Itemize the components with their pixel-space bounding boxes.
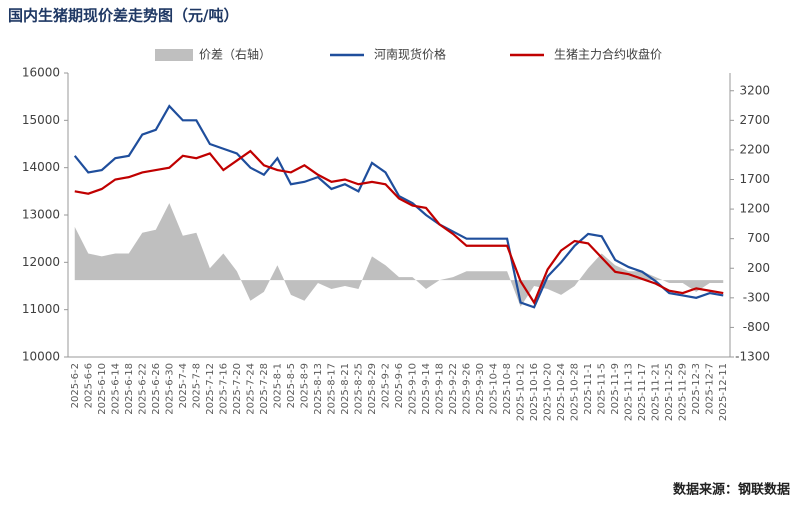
x-tick-label: 2025-10-8 (502, 363, 513, 415)
y2-tick-label: 2700 (739, 113, 770, 127)
x-tick-label: 2025-9-18 (435, 363, 446, 415)
x-tick-label: 2025-12-11 (718, 363, 729, 421)
x-tick-label: 2025-9-26 (462, 363, 473, 415)
x-tick-label: 2025-11-9 (610, 363, 621, 415)
x-tick-label: 2025-6-18 (124, 363, 135, 415)
x-tick-label: 2025-9-10 (408, 363, 419, 415)
source-note: 数据来源：钢联数据 (673, 482, 790, 498)
x-tick-label: 2025-6-30 (164, 363, 175, 415)
x-tick-label: 2025-8-25 (353, 363, 364, 415)
legend-label: 河南现货价格 (374, 47, 446, 62)
x-tick-label: 2025-7-8 (191, 363, 202, 408)
x-tick-label: 2025-7-16 (218, 363, 229, 415)
x-tick-label: 2025-8-1 (272, 363, 283, 408)
x-tick-label: 2025-8-17 (326, 363, 337, 415)
x-tick-label: 2025-9-30 (475, 363, 486, 415)
x-tick-label: 2025-10-16 (529, 363, 540, 421)
x-tick-label: 2025-6-22 (137, 363, 148, 415)
chart-title: 国内生猪期现价差走势图（元/吨） (8, 7, 238, 25)
y-tick-label: 10000 (22, 350, 60, 364)
y-tick-label: 15000 (22, 113, 60, 127)
x-tick-label: 2025-7-24 (245, 363, 256, 415)
y-tick-label: 14000 (22, 160, 60, 174)
x-tick-label: 2025-6-26 (151, 363, 162, 415)
x-tick-label: 2025-6-10 (97, 363, 108, 415)
x-tick-label: 2025-10-24 (556, 363, 567, 421)
x-tick-label: 2025-12-7 (705, 363, 716, 415)
y-tick-label: 13000 (22, 208, 60, 222)
y2-tick-label: -300 (743, 290, 770, 304)
x-tick-label: 2025-11-13 (624, 363, 635, 421)
spread-area (74, 203, 724, 307)
legend-label: 生猪主力合约收盘价 (554, 47, 662, 62)
legend-label: 价差（右轴） (199, 47, 271, 62)
x-tick-label: 2025-11-21 (651, 363, 662, 421)
x-tick-label: 2025-8-5 (286, 363, 297, 408)
x-tick-label: 2025-8-9 (299, 363, 310, 408)
y-tick-label: 12000 (22, 255, 60, 269)
y-tick-label: 11000 (22, 302, 60, 316)
y2-tick-label: 700 (747, 231, 770, 245)
x-tick-label: 2025-12-3 (691, 363, 702, 415)
x-tick-label: 2025-10-4 (489, 363, 500, 415)
x-tick-label: 2025-11-5 (597, 363, 608, 415)
x-tick-label: 2025-10-20 (543, 363, 554, 421)
x-tick-label: 2025-11-1 (583, 363, 594, 415)
x-tick-label: 2025-10-12 (516, 363, 527, 421)
x-tick-label: 2025-9-6 (394, 363, 405, 408)
x-tick-label: 2025-7-20 (232, 363, 243, 415)
x-tick-label: 2025-6-6 (83, 363, 94, 408)
x-tick-label: 2025-9-22 (448, 363, 459, 415)
x-tick-label: 2025-9-2 (380, 363, 391, 408)
x-tick-label: 2025-9-14 (421, 363, 432, 415)
x-tick-label: 2025-11-29 (678, 363, 689, 421)
x-tick-label: 2025-11-17 (637, 363, 648, 421)
x-tick-label: 2025-6-2 (70, 363, 81, 408)
y2-tick-label: 200 (747, 261, 770, 275)
x-tick-label: 2025-11-25 (664, 363, 675, 421)
price-line (73, 104, 724, 309)
x-tick-label: 2025-10-28 (570, 363, 581, 421)
y-tick-label: 16000 (22, 66, 60, 80)
y2-tick-label: -800 (743, 320, 770, 334)
x-tick-label: 2025-7-12 (205, 363, 216, 415)
x-tick-label: 2025-8-21 (340, 363, 351, 415)
y2-tick-label: 3200 (739, 83, 770, 97)
price-line (74, 149, 724, 305)
legend-swatch (155, 49, 193, 61)
y2-tick-label: 1700 (739, 172, 770, 186)
x-tick-label: 2025-8-13 (313, 363, 324, 415)
y2-tick-label: -1300 (735, 350, 770, 364)
y2-tick-label: 1200 (739, 202, 770, 216)
x-tick-label: 2025-8-29 (367, 363, 378, 415)
x-tick-label: 2025-6-14 (110, 363, 121, 415)
y2-tick-label: 2200 (739, 142, 770, 156)
x-tick-label: 2025-7-28 (259, 363, 270, 415)
x-tick-label: 2025-7-4 (178, 363, 189, 408)
